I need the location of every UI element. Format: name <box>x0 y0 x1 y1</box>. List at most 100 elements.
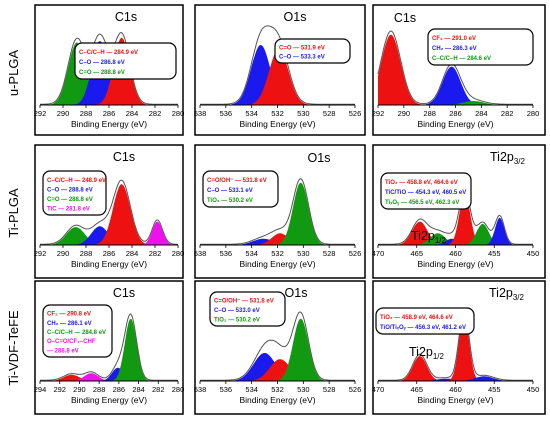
xps-panel-8: 538 536 534 532 530 528 526 Binding Energy (eV)… <box>194 280 366 415</box>
x-tick-label: 284 <box>126 249 139 258</box>
envelope-curve <box>200 311 355 381</box>
legend-entry: TiO₂ — 530.2 eV <box>207 198 253 204</box>
x-tick-label: 465 <box>410 385 423 394</box>
x-tick-label: 534 <box>245 109 258 118</box>
xps-panel-2: 538 536 534 532 530 528 526 Binding Energy (eV)… <box>194 4 366 136</box>
x-tick-label: 538 <box>194 249 207 258</box>
x-tick-label: 470 <box>372 249 385 258</box>
x-tick-label: 538 <box>194 109 207 118</box>
xps-panel-9: 470 465 460 455 450 Binding Energy (eV) Ti2p3/… <box>372 280 546 415</box>
legend-box <box>375 307 475 335</box>
peak-component-4 <box>40 221 178 245</box>
legend-box <box>202 170 279 208</box>
x-tick-label: 534 <box>245 385 258 394</box>
x-axis-label: Binding Energy (eV) <box>71 259 147 269</box>
legend-entry: C=O/OH⁻ — 531.8 eV <box>207 178 267 184</box>
x-tick-label: 288 <box>93 385 106 394</box>
legend-box <box>427 28 534 66</box>
x-tick-label: 288 <box>423 109 436 118</box>
legend-entry: TiO/TiₓOᵧ — 456.3 eV, 461.2 eV <box>380 325 466 331</box>
legend-entry: O–C=O/CF₂–CHF <box>47 339 96 345</box>
legend: CF₂ — 291.0 eV CH₂ — 286.3 eV C–C/C–H — 28… <box>427 28 534 66</box>
legend-entry: TiO₂ — 530.2 eV <box>214 317 260 323</box>
x-tick-label: 528 <box>323 109 336 118</box>
x-tick-label: 460 <box>449 249 462 258</box>
peak-component-4 <box>378 376 533 381</box>
legend-box <box>380 172 472 210</box>
panel-frame <box>194 144 366 279</box>
peak-component-2 <box>378 66 533 105</box>
x-tick-label: 532 <box>271 385 284 394</box>
peak-component-2 <box>200 359 355 381</box>
peak-component-1 <box>40 227 178 245</box>
x-axis-label: Binding Energy (eV) <box>417 395 493 405</box>
peak-component-3 <box>40 184 178 245</box>
peak-label-ti2p12: Ti2p1/2 <box>409 345 445 361</box>
legend-entry: CF₂ — 290.8 eV <box>47 312 91 318</box>
legend: C=O — 531.9 eV C–O — 533.3 eV <box>274 38 351 64</box>
x-tick-label: 290 <box>73 385 86 394</box>
x-tick-label: 455 <box>488 385 501 394</box>
x-tick-label: 288 <box>80 249 93 258</box>
panel-frame <box>194 4 366 136</box>
row-label-3: Ti-VDF-TeFE <box>6 310 21 386</box>
xps-panel-6: 470 465 460 455 450 Binding Energy (eV) Ti2p3/… <box>372 144 546 279</box>
x-tick-label: 294 <box>34 385 47 394</box>
x-tick-label: 280 <box>172 249 185 258</box>
legend-entry: CH₂ — 286.1 eV <box>47 321 92 327</box>
xps-panel-7: 294 292 290 288 286 284 282 280 Binding Energy (… <box>34 280 184 415</box>
peak-component-4 <box>378 193 533 245</box>
legend-entry: — 288.8 eV <box>47 348 79 354</box>
legend: TiO₂ — 458.8 eV, 464.6 eV TiC/TiO — 454.3… <box>380 172 472 210</box>
panel-grid: 292 290 288 286 284 282 280 Binding Energy (eV)… <box>34 4 546 415</box>
x-tick-label: 532 <box>271 109 284 118</box>
x-tick-label: 292 <box>372 109 385 118</box>
x-tick-label: 290 <box>398 109 411 118</box>
x-axis-label: Binding Energy (eV) <box>417 259 493 269</box>
x-tick-label: 286 <box>113 385 126 394</box>
panel-title: Ti2p3/2 <box>490 150 526 166</box>
panel-title: O1s <box>284 10 307 24</box>
x-tick-label: 282 <box>152 385 165 394</box>
legend-entry: C=O/OH⁻ — 531.8 eV <box>214 299 274 305</box>
x-tick-label: 530 <box>297 249 310 258</box>
x-tick-label: 536 <box>220 109 233 118</box>
x-tick-label: 292 <box>34 249 47 258</box>
legend: CF₂ — 290.8 eV CH₂ — 286.1 eV C–C/C–H — 28… <box>42 304 113 358</box>
legend-box <box>42 304 113 358</box>
x-tick-label: 526 <box>349 385 362 394</box>
x-tick-label: 530 <box>297 385 310 394</box>
peak-component-3 <box>378 314 533 381</box>
panel-title: Ti2p3/2 <box>489 286 525 302</box>
xps-panel-5: 538 536 534 532 530 528 526 Binding Energy (eV)… <box>194 144 366 279</box>
x-tick-label: 450 <box>527 249 540 258</box>
legend-entry: CH₂ — 286.3 eV <box>432 46 477 52</box>
legend: C–C/C–H — 284.9 eV C–O — 286.8 eV C=O — 28… <box>74 42 177 80</box>
x-tick-label: 534 <box>245 249 258 258</box>
x-tick-label: 282 <box>501 109 514 118</box>
x-axis-label: Binding Energy (eV) <box>239 119 315 129</box>
x-tick-label: 532 <box>271 249 284 258</box>
legend-entry: TiC — 281.8 eV <box>47 206 90 212</box>
row-label-2: Ti-PLGA <box>6 188 21 238</box>
envelope-curve <box>378 189 533 245</box>
peak-component-1 <box>378 356 533 381</box>
x-axis-label: Binding Energy (eV) <box>417 119 493 129</box>
legend: C=O/OH⁻ — 531.8 eV C–O — 533.0 eV TiO₂ — 5… <box>209 291 286 327</box>
x-tick-label: 280 <box>527 109 540 118</box>
x-tick-label: 536 <box>220 249 233 258</box>
peak-component-2 <box>200 233 355 245</box>
legend-entry: C–O — 533.1 eV <box>207 188 253 194</box>
x-tick-label: 292 <box>34 109 47 118</box>
x-tick-label: 528 <box>323 249 336 258</box>
x-tick-label: 536 <box>220 385 233 394</box>
x-tick-label: 465 <box>410 249 423 258</box>
peak-component-2 <box>200 49 355 105</box>
peak-component-3 <box>40 367 178 381</box>
envelope-curve <box>40 179 178 245</box>
peak-component-1 <box>40 374 178 381</box>
envelope-curve <box>200 25 355 105</box>
peak-component-1 <box>378 34 533 106</box>
legend-entry: C=O — 531.9 eV <box>279 46 325 52</box>
